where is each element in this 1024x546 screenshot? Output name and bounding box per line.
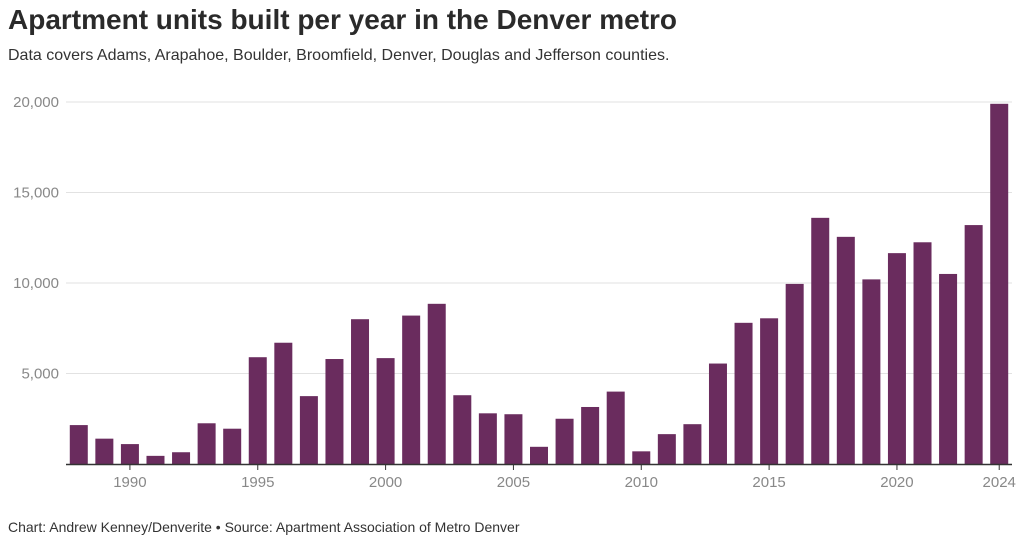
chart-title: Apartment units built per year in the De… — [8, 4, 678, 35]
y-axis-ticks: 5,000 10,000 15,000 20,000 — [13, 94, 59, 383]
bar-1997 — [299, 396, 318, 464]
x-tick-label: 2005 — [497, 474, 530, 491]
bar-2004 — [478, 413, 497, 464]
bar-1995 — [248, 357, 267, 464]
bar-2022 — [939, 273, 958, 464]
x-axis-ticks: 1990 1995 2000 2005 2010 2015 2020 2024 — [113, 464, 1016, 491]
bar-1990 — [120, 444, 139, 464]
y-tick-label: 10,000 — [13, 275, 59, 292]
bar-1988 — [69, 425, 88, 464]
bar-2016 — [785, 283, 804, 464]
bar-2006 — [530, 446, 548, 464]
bar-2011 — [657, 434, 676, 464]
bar-2019 — [862, 279, 881, 464]
y-tick-label: 20,000 — [13, 94, 59, 111]
bar-2000 — [376, 358, 395, 464]
bar-2009 — [606, 391, 625, 464]
bar-2013 — [708, 363, 727, 464]
x-tick-label: 1990 — [113, 474, 146, 491]
bar-2017 — [811, 217, 830, 464]
bar-1993 — [197, 423, 216, 464]
chart-subtitle: Data covers Adams, Arapahoe, Boulder, Br… — [8, 47, 670, 64]
bar-2018 — [836, 236, 855, 464]
x-tick-label: 2015 — [752, 474, 785, 491]
bar-2020 — [887, 253, 906, 464]
bar-2003 — [453, 395, 472, 464]
chart-credit: Chart: Andrew Kenney/Denverite • Source:… — [8, 519, 520, 535]
bar-2002 — [427, 303, 446, 464]
bar-2021 — [913, 242, 932, 464]
bar-2024 — [990, 103, 1009, 464]
x-tick-label: 2024 — [983, 474, 1016, 491]
x-tick-label: 2000 — [369, 474, 402, 491]
bar-1998 — [325, 359, 344, 464]
bar-2005 — [504, 414, 523, 464]
bar-2015 — [760, 318, 779, 464]
bar-1994 — [223, 428, 242, 464]
bar-1996 — [274, 342, 293, 464]
bar-2008 — [581, 406, 600, 464]
bar-1999 — [351, 319, 370, 464]
bar-2014 — [734, 322, 753, 464]
bar-2001 — [402, 315, 421, 464]
bar-1991 — [146, 455, 165, 464]
bar-1992 — [172, 452, 191, 464]
bar-1989 — [95, 438, 114, 464]
x-tick-label: 1995 — [241, 474, 274, 491]
x-tick-label: 2010 — [625, 474, 658, 491]
x-tick-label: 2020 — [880, 474, 913, 491]
bar-2012 — [683, 424, 702, 464]
y-tick-label: 15,000 — [13, 185, 59, 202]
bar-2023 — [964, 225, 983, 464]
bar-2010 — [632, 451, 651, 464]
bar-2007 — [555, 418, 574, 464]
y-tick-label: 5,000 — [21, 366, 59, 383]
bars — [69, 103, 1009, 464]
